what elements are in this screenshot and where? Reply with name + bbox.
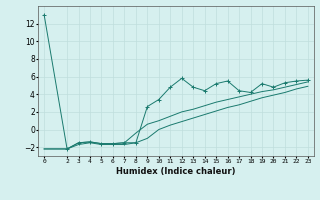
X-axis label: Humidex (Indice chaleur): Humidex (Indice chaleur)	[116, 167, 236, 176]
